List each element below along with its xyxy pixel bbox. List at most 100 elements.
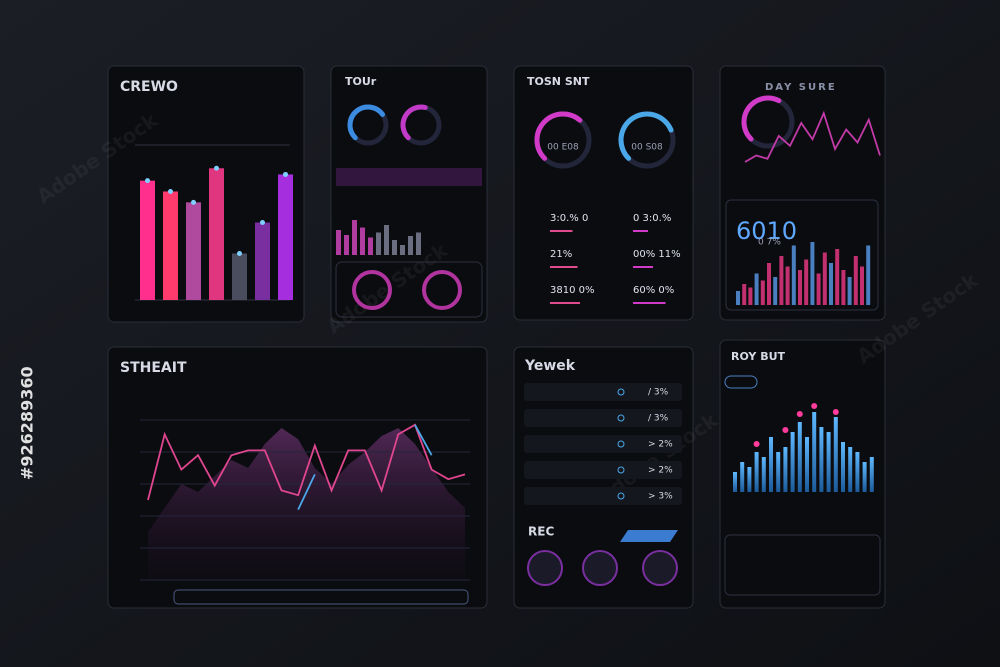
- bar: [742, 284, 747, 305]
- bar: [163, 191, 178, 300]
- bar: [754, 273, 759, 305]
- bar: [740, 462, 745, 492]
- peak-dot: [832, 409, 839, 415]
- button[interactable]: [620, 530, 678, 542]
- bar: [392, 240, 397, 255]
- bar: [810, 242, 815, 305]
- panel: [513, 65, 694, 321]
- bar: [804, 259, 809, 305]
- row-icon: [617, 492, 625, 500]
- bar: [869, 457, 874, 492]
- progress: [550, 266, 578, 268]
- card: [725, 199, 879, 311]
- panel-title: STHEAIT: [120, 360, 187, 376]
- panel-title: ROY BUT: [731, 350, 786, 363]
- panel-title: TOSN SNT: [527, 75, 590, 88]
- row-icon: [617, 414, 625, 422]
- sub-number: 0 7%: [758, 238, 781, 248]
- bar: [785, 266, 790, 305]
- bar-dot: [260, 220, 265, 225]
- row: [524, 435, 682, 453]
- bar: [816, 273, 821, 305]
- bar: [278, 174, 293, 300]
- bar: [344, 235, 349, 255]
- bar-dot: [237, 251, 242, 256]
- row: [524, 487, 682, 505]
- bar: [767, 263, 771, 305]
- card: [335, 261, 483, 318]
- bar: [835, 249, 840, 305]
- row-label: 00% 11%: [633, 249, 681, 260]
- row-label: 21%: [550, 249, 572, 260]
- watermark-id: #926289360: [18, 366, 37, 480]
- row-icon: [617, 440, 625, 448]
- bar: [866, 245, 871, 305]
- bar: [736, 291, 740, 305]
- bar: [186, 202, 201, 300]
- bar: [140, 180, 155, 300]
- bar: [791, 245, 796, 305]
- row: [524, 409, 682, 427]
- bar: [855, 452, 860, 492]
- bar: [760, 280, 765, 305]
- bar: [826, 432, 831, 492]
- bar: [754, 452, 759, 492]
- toggle: [724, 375, 758, 389]
- bar: [798, 270, 802, 305]
- bar-dot: [168, 189, 173, 194]
- row-label: 3:0.% 0: [550, 213, 588, 224]
- bar: [773, 277, 778, 305]
- bar: [847, 277, 852, 305]
- series-line: [147, 423, 466, 501]
- bar: [408, 236, 413, 255]
- bar: [400, 245, 405, 255]
- bar: [829, 263, 833, 305]
- bar: [848, 447, 853, 492]
- bar: [747, 467, 752, 492]
- panel: [719, 65, 886, 321]
- gauge-arc: [400, 104, 428, 141]
- bar: [797, 422, 802, 492]
- line: [744, 110, 881, 163]
- bar: [833, 417, 838, 492]
- bar-dot: [145, 178, 150, 184]
- icon: [582, 550, 618, 586]
- gauge-arc: [534, 111, 583, 161]
- bar: [384, 225, 389, 255]
- gauge-arc: [347, 104, 386, 141]
- area: [148, 428, 465, 580]
- gauge-arc: [741, 95, 782, 142]
- bar: [776, 452, 781, 492]
- bar: [368, 237, 373, 255]
- row-label: 60% 0%: [633, 285, 674, 296]
- peak-dot: [811, 403, 818, 409]
- bar-dot: [214, 165, 219, 171]
- bar: [232, 253, 247, 300]
- row-label: 0 3:0.%: [633, 213, 671, 224]
- panel-title: Yewek: [524, 358, 576, 374]
- icon: [642, 550, 678, 586]
- bar: [209, 168, 224, 300]
- bar: [779, 256, 784, 305]
- icon: [527, 550, 563, 586]
- bar: [860, 266, 864, 305]
- row-value: > 2%: [648, 466, 673, 476]
- bar: [360, 227, 365, 255]
- bar: [769, 437, 773, 492]
- bar: [862, 462, 867, 492]
- panel-title: CREWO: [120, 79, 178, 95]
- ring: [422, 270, 462, 310]
- progress: [550, 302, 580, 304]
- bar: [841, 270, 846, 305]
- big-number: 6010: [736, 217, 797, 245]
- panel-title: DAY SURE: [765, 82, 837, 93]
- row: [524, 383, 682, 401]
- bar: [376, 232, 381, 255]
- row: [524, 461, 682, 479]
- peak-dot: [796, 411, 803, 417]
- charts: 00 E08 00 S08 3:0.% 0 21% 3810 0% 0 3:0.% 00% …: [140, 95, 881, 586]
- peak-dot: [753, 441, 760, 447]
- gauge-arc: [618, 111, 674, 161]
- row-value: / 3%: [648, 414, 669, 424]
